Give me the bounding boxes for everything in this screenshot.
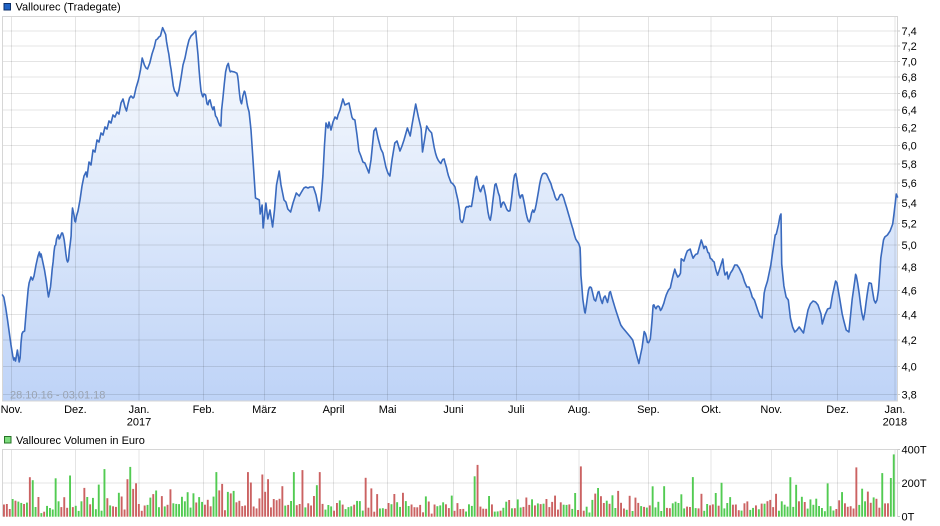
svg-text:4,4: 4,4 [902,310,917,322]
svg-text:Jan.: Jan. [129,404,150,416]
svg-text:7,2: 7,2 [902,41,917,53]
svg-text:Vallourec (Tradegate): Vallourec (Tradegate) [16,2,121,14]
svg-text:Nov.: Nov. [760,404,782,416]
svg-text:6,8: 6,8 [902,72,917,84]
svg-text:Sep.: Sep. [637,404,660,416]
svg-text:2017: 2017 [127,417,151,429]
svg-text:Okt.: Okt. [701,404,721,416]
svg-text:Juni: Juni [443,404,463,416]
svg-text:Juli: Juli [508,404,525,416]
svg-text:6,0: 6,0 [902,140,917,152]
svg-text:Feb.: Feb. [193,404,215,416]
svg-text:7,0: 7,0 [902,56,917,68]
svg-text:4,8: 4,8 [902,262,917,274]
svg-text:7,4: 7,4 [902,26,917,38]
svg-text:5,6: 5,6 [902,178,917,190]
svg-text:5,2: 5,2 [902,219,917,231]
svg-text:Aug.: Aug. [568,404,591,416]
svg-text:Dez.: Dez. [826,404,849,416]
svg-text:April: April [323,404,345,416]
svg-text:6,4: 6,4 [902,105,917,117]
svg-text:5,0: 5,0 [902,240,917,252]
svg-text:2018: 2018 [883,417,907,429]
svg-text:4,6: 4,6 [902,285,917,297]
svg-text:4,2: 4,2 [902,335,917,347]
svg-text:200T: 200T [902,478,927,490]
svg-text:4,0: 4,0 [902,362,917,374]
svg-text:0T: 0T [902,512,915,524]
svg-text:März: März [252,404,276,416]
svg-text:Dez.: Dez. [64,404,87,416]
svg-text:Mai: Mai [379,404,397,416]
svg-text:400T: 400T [902,444,927,456]
svg-text:6,2: 6,2 [902,123,917,135]
svg-text:6,6: 6,6 [902,88,917,100]
svg-text:28.10.16 - 03.01.18: 28.10.16 - 03.01.18 [10,390,105,402]
svg-text:Vallourec Volumen in Euro: Vallourec Volumen in Euro [16,435,145,447]
svg-text:3,8: 3,8 [902,390,917,402]
svg-text:5,8: 5,8 [902,159,917,171]
svg-text:Nov.: Nov. [1,404,23,416]
svg-text:5,4: 5,4 [902,198,917,210]
svg-text:Jan.: Jan. [885,404,906,416]
